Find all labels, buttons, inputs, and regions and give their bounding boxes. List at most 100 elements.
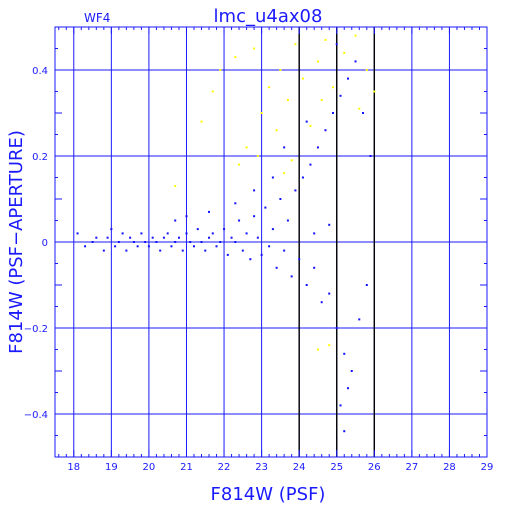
data-point-blue (328, 223, 331, 226)
data-point-yellow (256, 155, 259, 157)
data-point-blue (268, 245, 271, 248)
x-tick-label: 20 (143, 462, 156, 473)
data-point-blue (84, 245, 87, 248)
x-tick-label: 29 (481, 462, 494, 473)
data-point-blue (331, 112, 334, 114)
data-point-yellow (309, 124, 312, 127)
x-tick-label: 19 (105, 462, 118, 473)
data-point-blue (189, 241, 192, 243)
y-axis-label: F814W (PSF−APERTURE) (6, 130, 27, 354)
data-point-blue (313, 232, 316, 235)
data-point-blue (215, 245, 218, 248)
data-point-blue (174, 219, 177, 222)
data-point-blue (106, 236, 109, 239)
x-tick-label: 22 (218, 462, 231, 473)
data-point-blue (339, 94, 342, 97)
data-point-blue (211, 232, 214, 235)
data-point-blue (286, 219, 289, 222)
data-point-yellow (234, 56, 237, 59)
data-point-yellow (253, 47, 256, 50)
data-point-yellow (316, 348, 319, 351)
grid (55, 27, 487, 457)
data-point-blue (102, 249, 105, 252)
data-point-blue (271, 176, 274, 179)
data-point-yellow (365, 69, 368, 71)
data-point-blue (162, 236, 165, 239)
data-point-yellow (245, 146, 248, 149)
axis-ticks (55, 26, 488, 458)
data-point-yellow (328, 344, 331, 347)
data-point-yellow (211, 90, 214, 93)
data-point-blue (204, 249, 207, 252)
x-tick-label: 21 (180, 462, 193, 473)
data-point-blue (223, 228, 226, 231)
data-point-blue (271, 228, 274, 231)
data-point-blue (343, 430, 346, 433)
x-tick-label: 23 (255, 462, 268, 473)
data-point-blue (339, 404, 342, 407)
data-point-blue (208, 210, 211, 213)
data-point-blue (249, 258, 252, 261)
data-point-blue (185, 215, 188, 218)
data-point-blue (320, 301, 323, 304)
chip-label: WF4 (84, 11, 110, 25)
data-point-blue (196, 228, 199, 231)
data-point-blue (91, 241, 94, 243)
data-point-blue (290, 275, 293, 278)
data-point-blue (234, 202, 237, 205)
chart-title: lmc_u4ax08 (214, 6, 323, 27)
data-point-blue (264, 206, 267, 209)
data-point-blue (253, 215, 256, 218)
data-point-yellow (238, 163, 241, 166)
data-point-yellow (268, 86, 271, 89)
data-point-blue (335, 327, 338, 329)
data-point-yellow (275, 129, 278, 132)
y-tick-label: −0.4 (24, 410, 48, 421)
data-point-blue (185, 232, 188, 235)
data-point-yellow (286, 99, 289, 102)
data-point-blue (354, 60, 357, 63)
data-point-blue (208, 236, 211, 239)
data-point-blue (369, 155, 372, 157)
data-point-blue (181, 249, 184, 252)
x-tick-label: 25 (330, 462, 343, 473)
data-point-blue (324, 129, 327, 132)
data-point-blue (219, 241, 222, 243)
data-point-blue (238, 219, 241, 222)
data-point-blue (298, 258, 301, 261)
data-point-blue (283, 249, 286, 252)
data-point-blue (170, 245, 173, 248)
data-point-blue (234, 241, 237, 243)
data-point-yellow (301, 77, 304, 80)
x-axis-label: F814W (PSF) (211, 484, 326, 505)
data-point-yellow (219, 69, 222, 71)
x-tick-label: 24 (293, 462, 306, 473)
data-point-blue (121, 232, 124, 235)
data-point-yellow (343, 51, 346, 54)
data-point-blue (347, 387, 350, 390)
data-point-blue (335, 43, 338, 46)
data-point-blue (110, 228, 113, 231)
data-point-blue (132, 241, 135, 243)
data-point-blue (343, 352, 346, 355)
data-point-blue (283, 146, 286, 149)
x-tick-label: 27 (406, 462, 419, 473)
data-point-yellow (316, 60, 319, 63)
data-point-yellow (324, 38, 327, 41)
data-point-yellow (358, 107, 361, 110)
data-point-blue (95, 236, 98, 239)
data-point-blue (253, 189, 256, 192)
data-point-blue (350, 370, 353, 372)
data-point-yellow (373, 90, 376, 93)
data-point-blue (347, 77, 350, 80)
data-point-yellow (290, 159, 293, 162)
data-point-blue (200, 241, 203, 243)
x-tick-label: 28 (443, 462, 456, 473)
data-point-blue (313, 266, 316, 269)
y-tick-label: 0.4 (32, 66, 48, 77)
data-point-blue (362, 112, 365, 114)
data-point-blue (260, 253, 263, 256)
y-tick-label: −0.2 (24, 324, 48, 335)
data-point-blue (155, 241, 158, 243)
